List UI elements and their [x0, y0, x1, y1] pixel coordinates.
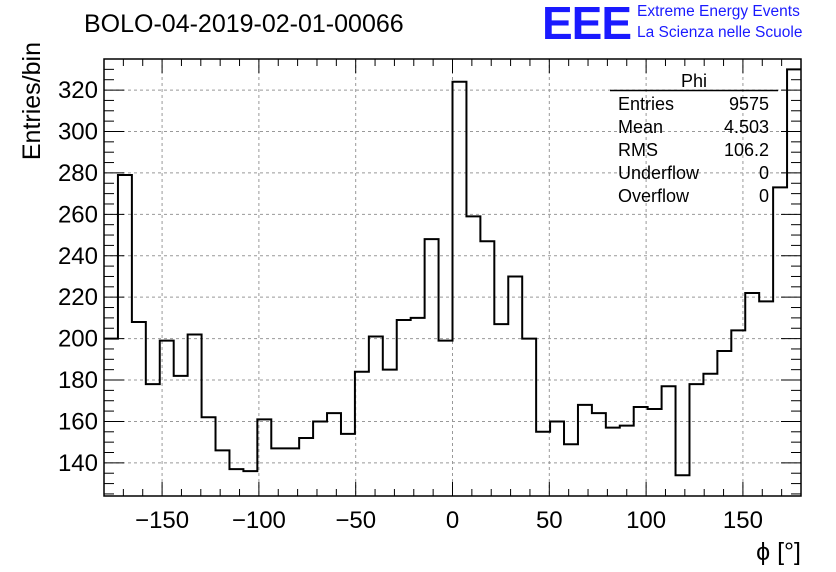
- histogram-bin: [494, 324, 508, 496]
- histogram-bin: [759, 301, 773, 496]
- histogram-bin: [397, 320, 411, 496]
- chart-title: BOLO-04-2019-02-01-00066: [84, 10, 404, 38]
- histogram-bin: [271, 448, 285, 496]
- histogram-step-line: [104, 68, 801, 477]
- histogram-bin: [132, 322, 146, 496]
- stats-value: 0: [759, 186, 769, 206]
- stats-value: 0: [759, 163, 769, 183]
- histogram-bin: [257, 419, 271, 496]
- stats-label: Mean: [618, 117, 663, 137]
- y-tick-label: 200: [58, 326, 98, 353]
- eee-logo: EEE: [542, 0, 632, 49]
- histogram-bin: [522, 339, 536, 496]
- y-axis-label: Entries/bin: [18, 42, 46, 160]
- histogram-bin: [327, 413, 341, 496]
- y-tick-labels: 140 160 180 200 220 240 260 280 300 320: [58, 77, 98, 477]
- histogram-bin: [369, 337, 383, 496]
- histogram-bins: [104, 69, 801, 496]
- histogram-bin: [411, 318, 425, 496]
- histogram-bin: [439, 341, 453, 496]
- histogram-bin: [717, 351, 731, 496]
- y-tick-label: 220: [58, 284, 98, 311]
- x-tick-label: 150: [723, 507, 763, 534]
- histogram-bin: [341, 434, 355, 496]
- histogram-bin: [188, 334, 202, 496]
- y-tick-label: 320: [58, 77, 98, 104]
- stats-label: RMS: [618, 140, 658, 160]
- histogram-bin: [550, 421, 564, 496]
- histogram-bin: [243, 471, 257, 496]
- histogram-bin: [662, 386, 676, 496]
- x-tick-label: −50: [335, 507, 376, 534]
- stats-label: Overflow: [618, 186, 690, 206]
- histogram-bin: [383, 370, 397, 496]
- histogram-bin: [466, 216, 480, 496]
- x-tick-label: −150: [135, 507, 189, 534]
- y-tick-label: 240: [58, 243, 98, 270]
- histogram-bin: [508, 276, 522, 496]
- histogram-bin: [592, 413, 606, 496]
- y-tick-label: 140: [58, 450, 98, 477]
- histogram-bin: [285, 448, 299, 496]
- histogram-bin: [620, 426, 634, 496]
- x-tick-label: 100: [626, 507, 666, 534]
- x-tick-labels: −150 −100 −50 0 50 100 150: [135, 507, 763, 534]
- histogram-bin: [299, 438, 313, 496]
- x-tick-label: 50: [536, 507, 563, 534]
- histogram-bin: [202, 417, 216, 496]
- stats-rows: Entries 9575 Mean 4.503 RMS 106.2 Underflow 0 Ov…: [618, 94, 769, 206]
- histogram-bin: [773, 187, 787, 496]
- histogram-bin: [578, 405, 592, 496]
- histogram-bin: [425, 239, 439, 496]
- histogram-bin: [480, 241, 494, 496]
- histogram-bin: [453, 82, 467, 496]
- histogram-bin: [216, 450, 230, 496]
- histogram-bin: [606, 428, 620, 496]
- eee-logo-line2: La Scienza nelle Scuole: [637, 24, 803, 41]
- y-tick-label: 180: [58, 367, 98, 394]
- stats-label: Underflow: [618, 163, 700, 183]
- x-tick-label: −100: [232, 507, 286, 534]
- y-tick-label: 300: [58, 118, 98, 145]
- histogram-bin: [229, 469, 243, 496]
- histogram-bin: [676, 475, 690, 496]
- stats-label: Entries: [618, 94, 674, 114]
- stats-value: 9575: [729, 94, 769, 114]
- histogram-bin: [313, 421, 327, 496]
- histogram-bin: [160, 341, 174, 496]
- histogram-bin: [745, 293, 759, 496]
- histogram-bin: [146, 384, 160, 496]
- histogram-bin: [174, 376, 188, 496]
- y-tick-label: 260: [58, 201, 98, 228]
- histogram-bin: [648, 409, 662, 496]
- histogram-bin: [104, 339, 118, 496]
- histogram-bin: [536, 432, 550, 496]
- histogram-bin: [634, 407, 648, 496]
- histogram-bin: [689, 384, 703, 496]
- y-tick-label: 160: [58, 408, 98, 435]
- axis-ticks: [104, 58, 801, 496]
- stats-value: 4.503: [724, 117, 769, 137]
- x-tick-label: 0: [446, 507, 459, 534]
- histogram-bin: [118, 175, 132, 496]
- x-axis-label: ϕ [°]: [756, 538, 801, 566]
- histogram-bin: [355, 372, 369, 496]
- eee-logo-line1: Extreme Energy Events: [637, 3, 800, 20]
- histogram-bin: [703, 374, 717, 496]
- y-tick-label: 280: [58, 160, 98, 187]
- histogram-bin: [564, 444, 578, 496]
- stats-box: Phi Entries 9575 Mean 4.503 RMS 106.2 Underflo…: [610, 71, 778, 206]
- histogram-bin: [731, 330, 745, 496]
- stats-box-title: Phi: [681, 71, 707, 91]
- stats-value: 106.2: [724, 140, 769, 160]
